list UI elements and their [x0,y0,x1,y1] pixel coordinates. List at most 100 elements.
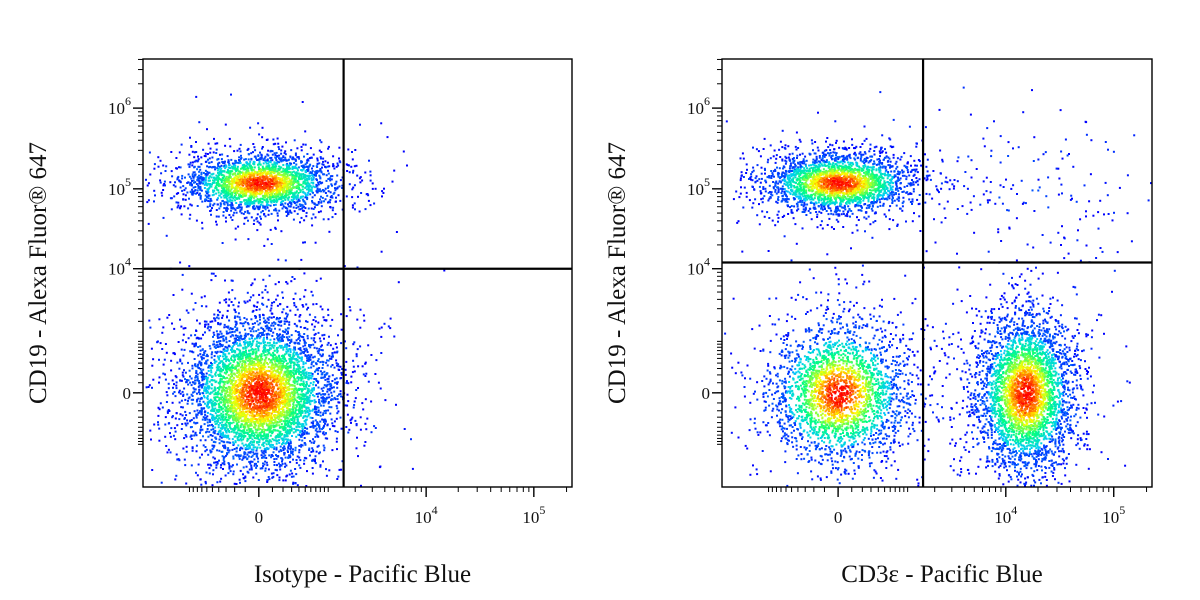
data-point [193,151,196,154]
data-point [292,206,295,209]
data-point [253,462,256,465]
data-point [268,167,271,170]
data-point [268,333,271,336]
data-point [269,185,272,188]
data-point [240,194,243,197]
data-point [263,456,266,459]
data-point [248,385,251,388]
data-point [303,342,306,345]
data-point [242,172,245,175]
data-point [306,159,309,162]
data-point [271,179,274,182]
data-point [309,184,312,187]
data-point [284,386,286,389]
data-point [337,365,340,368]
data-point [256,357,259,360]
data-point [215,178,218,181]
data-point [298,178,301,181]
data-point [160,191,163,194]
data-point [262,435,264,438]
data-point [243,431,246,434]
data-point [234,311,237,314]
data-point [256,447,258,450]
data-point [240,212,243,215]
data-point [268,172,270,175]
data-point [296,196,299,199]
data-point [310,186,313,189]
data-point [235,168,238,171]
data-point [296,308,299,311]
data-point [263,196,266,199]
data-point [286,344,289,347]
data-point [215,341,218,344]
data-point [317,409,320,412]
data-point [289,205,292,208]
data-point [207,179,210,182]
data-point [198,192,201,195]
data-point [222,177,224,179]
data-point [305,179,307,182]
data-point [272,351,275,354]
data-point [200,397,203,400]
data-point [192,179,195,182]
data-point [269,378,272,381]
data-point [268,184,271,187]
data-point [174,375,177,378]
data-point [276,214,279,217]
data-point [203,155,206,157]
data-point [318,190,321,193]
data-point [243,217,246,220]
data-point [179,392,182,395]
data-point [337,475,340,478]
data-point [217,167,220,170]
data-point [295,459,298,461]
data-point [226,434,229,437]
data-point [348,306,351,309]
data-point [232,342,235,344]
data-point [280,177,283,180]
data-point [284,156,287,159]
data-point [207,200,210,202]
data-point [235,179,238,182]
data-point [327,380,330,383]
data-point [299,191,302,193]
data-point [215,148,218,151]
data-point [164,373,166,376]
data-point [316,430,319,433]
data-point [187,181,190,184]
data-point [230,465,233,468]
data-point [327,147,330,150]
data-point [200,373,203,375]
data-point [232,197,235,200]
data-point [269,196,272,199]
data-point [346,170,349,172]
data-point [248,389,251,392]
data-point [276,365,279,368]
data-point [365,372,368,375]
data-point [194,342,197,345]
data-point [279,448,282,451]
data-point [251,191,254,194]
data-point [216,203,219,206]
data-point [226,178,229,181]
data-point [227,191,230,194]
data-point [353,341,356,344]
data-point [262,162,265,165]
data-point [201,227,204,230]
data-point [264,341,266,344]
data-point [289,355,291,358]
data-point [207,182,210,185]
data-point [227,171,230,174]
data-point [180,213,183,216]
data-point [301,177,304,180]
data-point [279,468,282,471]
data-point [290,178,293,181]
data-point [300,165,303,168]
data-point [231,182,234,185]
data-point [183,189,186,192]
data-point [329,199,332,201]
data-point [205,392,208,395]
data-point [261,201,264,204]
data-point [271,334,274,337]
data-point [271,185,274,188]
